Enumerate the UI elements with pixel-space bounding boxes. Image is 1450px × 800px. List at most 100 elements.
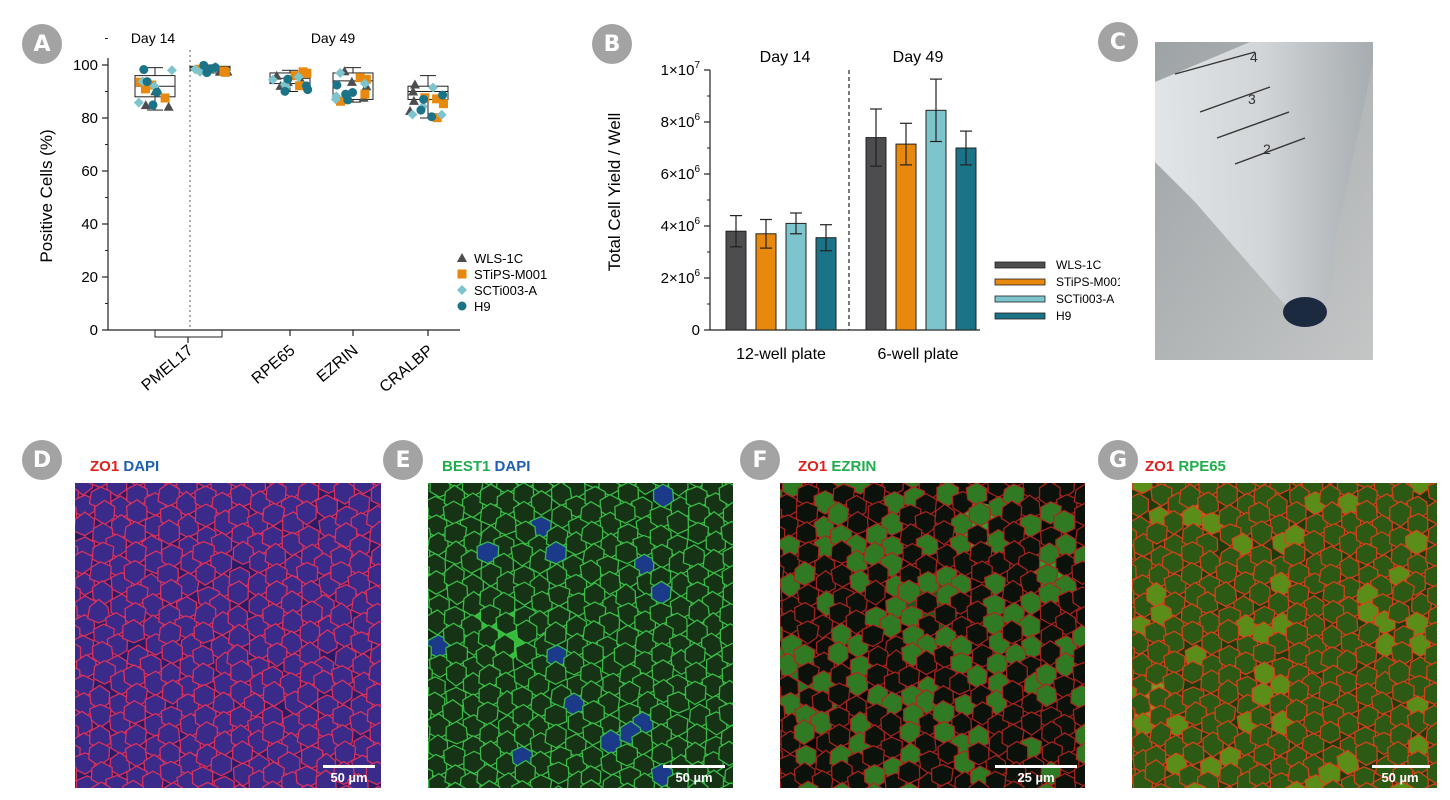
legend-marker-h9: [457, 301, 467, 311]
cell-outline: [684, 680, 707, 706]
chart-a-ylabel: Positive Cells (%): [37, 129, 56, 262]
legend-swatch-h9: [994, 312, 1046, 320]
cell-outline: [547, 761, 570, 785]
cell-outline: [75, 511, 96, 537]
cell-outline: [1285, 780, 1308, 788]
x-tick-label-ezrin: EZRIN: [314, 342, 362, 386]
cell-outline: [861, 624, 885, 648]
cell-outline: [846, 510, 869, 535]
data-point-h9: [419, 94, 429, 104]
scalebar-label-g: 50 µm: [1381, 770, 1419, 785]
cell-outline: [793, 718, 816, 746]
cell-outline: [195, 561, 216, 586]
data-point-scti003-a: [166, 65, 177, 76]
data-point-scti003-a: [407, 109, 418, 120]
legend-marker-stips-m001: [457, 269, 467, 279]
cell-outline: [897, 579, 921, 605]
y-tick-label: 100: [73, 57, 98, 74]
cell-outline: [1150, 782, 1172, 788]
cell-outline: [579, 559, 602, 586]
cell-outline: [75, 604, 79, 621]
legend-label: H9: [474, 299, 491, 314]
cell-outline: [295, 765, 318, 788]
cell-outline: [374, 785, 381, 788]
micrograph-e: 50 µm: [428, 483, 733, 788]
cell-outline: [666, 510, 690, 535]
cell-outline: [1426, 584, 1437, 607]
cell-outline: [90, 781, 112, 788]
legend-swatch-scti003-a: [994, 295, 1046, 303]
data-point-h9: [332, 80, 342, 90]
data-point-h9: [283, 74, 293, 84]
cell-outline: [1180, 561, 1203, 588]
cell-outline: [476, 541, 500, 565]
y-tick-label: 8×106: [661, 112, 701, 131]
cell-outline: [196, 781, 219, 788]
cell-outline: [1074, 524, 1085, 547]
stain-e-best1: BEST1: [442, 458, 491, 475]
cell-outline: [658, 784, 671, 788]
cell-outline: [446, 580, 469, 606]
legend-label: STiPS-M001: [1056, 275, 1120, 289]
cell-outline: [864, 579, 886, 606]
data-point-wls-1c: [408, 86, 419, 96]
cell-outline: [295, 500, 317, 526]
scalebar-d: [323, 765, 375, 768]
bar-scti003-a: [925, 109, 947, 331]
cell-outline: [1073, 483, 1085, 507]
data-point-scti003-a: [293, 71, 304, 82]
y-tick-label: 20: [81, 269, 98, 286]
data-point-scti003-a: [267, 74, 278, 85]
cell-outline: [1150, 483, 1173, 507]
bar-stips-m001: [895, 143, 917, 331]
y-tick-label: 4×106: [661, 216, 701, 235]
cell-outline: [1184, 701, 1207, 727]
cell-outline: [780, 625, 784, 642]
chart-a: Positive Cells (%) Day 14 Day 49 0 20 40 60…: [37, 30, 547, 396]
cell-outline: [615, 540, 639, 565]
cell-outline: [300, 783, 317, 788]
panel-label-e: E: [383, 440, 423, 480]
cell-outline: [75, 550, 94, 575]
cell-outline: [1144, 759, 1166, 786]
data-point-scti003-a: [428, 82, 439, 93]
cell-outline: [544, 660, 567, 686]
cell-outline: [795, 501, 819, 525]
cell-outline: [1423, 681, 1437, 706]
cell-outline: [1132, 605, 1136, 622]
cell-outline: [897, 760, 921, 785]
x-tick-label-pmel17: PMEL17: [139, 342, 197, 395]
cell-outline: [339, 784, 354, 788]
cell-outline: [780, 703, 786, 722]
x-tick-label-cralbp: CRALBP: [377, 342, 437, 396]
cell-outline: [261, 525, 284, 549]
cell-outline: [580, 779, 602, 788]
data-point-stips-m001: [438, 99, 448, 109]
data-point-h9: [280, 86, 290, 96]
cell-outline: [1184, 781, 1206, 788]
cell-outline: [1426, 742, 1437, 767]
cell-outline: [88, 561, 112, 584]
scalebar-e: [663, 765, 725, 768]
graduation-3: 3: [1248, 91, 1256, 107]
panel-label-b: B: [592, 24, 632, 64]
cell-outline: [75, 505, 78, 521]
cell-outline: [1355, 542, 1378, 566]
y-tick-label: 80: [81, 110, 98, 127]
cell-outline: [1251, 781, 1272, 788]
cell-outline: [1075, 723, 1085, 749]
cell-outline: [1217, 618, 1240, 644]
chart-a-day14-title: Day 14: [131, 30, 176, 46]
data-point-stips-m001: [219, 66, 229, 76]
cell-outline: [1319, 720, 1341, 744]
y-tick-label: 1×107: [661, 60, 701, 79]
cell-outline: [161, 639, 184, 665]
stain-d-zo1: ZO1: [90, 458, 120, 475]
cell-outline: [1132, 492, 1150, 518]
cell-outline: [1372, 776, 1394, 788]
cell-outline: [1353, 766, 1376, 788]
cell-outline: [368, 520, 381, 546]
data-point-stips-m001: [160, 93, 170, 103]
cell-outline: [445, 720, 469, 745]
data-point-h9: [438, 90, 448, 100]
